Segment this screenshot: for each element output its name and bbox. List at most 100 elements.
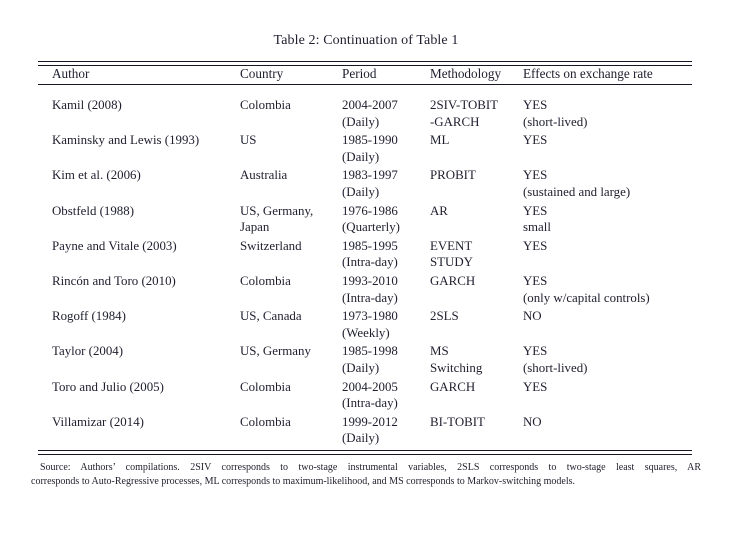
- cell-country: Colombia: [240, 97, 342, 132]
- cell-author: Kim et al. (2006): [38, 167, 240, 202]
- table-row: Obstfeld (1988) US, Germany, Japan 1976-198…: [38, 203, 692, 238]
- cell-line: Villamizar (2014): [52, 414, 144, 429]
- cell-line: 2SIV-TOBIT: [430, 98, 499, 112]
- cell-country: Colombia: [240, 273, 342, 308]
- cell-line: US, Canada: [240, 309, 302, 324]
- cell-period: 2004-2005 (Intra-day): [342, 379, 430, 414]
- cell-author: Taylor (2004): [38, 343, 240, 378]
- cell-line: GARCH: [430, 379, 476, 394]
- table-row: Kaminsky and Lewis (1993) US 1985-1990 (Dai…: [38, 132, 692, 167]
- footnote-line: Source: Authors’ compilations. 2SIV corr…: [40, 462, 701, 473]
- cell-country: US, Germany, Japan: [240, 203, 342, 238]
- cell-author: Obstfeld (1988): [38, 203, 240, 238]
- cell-line: EVENT: [430, 238, 473, 253]
- cell-line: 1985-1995: [342, 238, 398, 253]
- cell-line: Colombia: [240, 98, 291, 112]
- cell-line: Toro and Julio (2005): [52, 379, 164, 394]
- cell-effects: YES (short-lived): [523, 97, 692, 132]
- cell-methodology: 2SLS: [430, 308, 523, 343]
- cell-line: Kim et al. (2006): [52, 168, 141, 183]
- cell-country: US, Germany: [240, 343, 342, 378]
- cell-effects: YES (short-lived): [523, 343, 692, 378]
- cell-line: Rincón and Toro (2010): [52, 273, 176, 288]
- cell-line: 1985-1990: [342, 133, 398, 148]
- cell-line: Japan: [240, 220, 270, 235]
- cell-line: 1976-1986: [342, 203, 398, 218]
- cell-period: 2004-2007 (Daily): [342, 97, 430, 132]
- cell-line: 1973-1980: [342, 309, 398, 324]
- cell-methodology: BI-TOBIT: [430, 414, 523, 449]
- cell-line: (Daily): [342, 149, 380, 164]
- cell-line: YES: [523, 344, 548, 359]
- cell-line: AR: [430, 203, 448, 218]
- cell-line: NO: [523, 309, 542, 324]
- table-bottom-double-rule: [38, 450, 692, 455]
- cell-line: STUDY: [430, 255, 473, 270]
- cell-methodology: EVENT STUDY: [430, 238, 523, 273]
- footnote-line: corresponds to Auto-Regressive processes…: [31, 475, 575, 487]
- cell-author: Kaminsky and Lewis (1993): [38, 132, 240, 167]
- table-row: Payne and Vitale (2003) Switzerland 1985-1…: [38, 238, 692, 273]
- table-caption: Table 2: Continuation of Table 1: [273, 33, 459, 48]
- cell-period: 1993-2010 (Intra-day): [342, 273, 430, 308]
- cell-author: Rogoff (1984): [38, 308, 240, 343]
- cell-line: YES: [523, 98, 548, 112]
- cell-country: US, Canada: [240, 308, 342, 343]
- cell-line: 1985-1998: [342, 344, 398, 359]
- cell-country: US: [240, 132, 342, 167]
- cell-country: Colombia: [240, 379, 342, 414]
- cell-effects: YES (sustained and large): [523, 167, 692, 202]
- cell-period: 1983-1997 (Daily): [342, 167, 430, 202]
- cell-methodology: PROBIT: [430, 167, 523, 202]
- cell-period: 1973-1980 (Weekly): [342, 308, 430, 343]
- cell-line: Australia: [240, 168, 288, 183]
- cell-line: YES: [523, 168, 548, 183]
- cell-methodology: ML: [430, 132, 523, 167]
- cell-line: -GARCH: [430, 114, 480, 129]
- cell-line: (Daily): [342, 184, 380, 199]
- table-row: Villamizar (2014) Colombia 1999-2012 (Daily…: [38, 414, 692, 449]
- table-header-row: Author Country Period Methodology Effect…: [38, 66, 692, 82]
- column-header-effects: Effects on exchange rate: [523, 66, 653, 81]
- cell-line: 2004-2005: [342, 379, 398, 394]
- header-separator-rule: [38, 84, 692, 85]
- cell-methodology: MS Switching: [430, 343, 523, 378]
- cell-line: (Intra-day): [342, 290, 398, 305]
- cell-line: Colombia: [240, 273, 291, 288]
- table-row: Taylor (2004) US, Germany 1985-1998 (Daily)…: [38, 343, 692, 378]
- cell-line: (Quarterly): [342, 220, 400, 235]
- cell-effects: NO: [523, 414, 692, 449]
- cell-line: YES: [523, 379, 548, 394]
- cell-line: Taylor (2004): [52, 344, 124, 359]
- cell-line: US, Germany: [240, 344, 311, 359]
- column-header-period: Period: [342, 66, 377, 81]
- cell-methodology: GARCH: [430, 273, 523, 308]
- cell-line: (Weekly): [342, 325, 390, 340]
- cell-line: 1983-1997: [342, 168, 398, 183]
- cell-period: 1985-1995 (Intra-day): [342, 238, 430, 273]
- cell-methodology: 2SIV-TOBIT -GARCH: [430, 97, 523, 132]
- cell-line: YES: [523, 238, 548, 253]
- cell-line: US, Germany,: [240, 203, 314, 218]
- cell-line: 2SLS: [430, 309, 459, 324]
- cell-line: Colombia: [240, 379, 291, 394]
- cell-line: ML: [430, 133, 450, 148]
- cell-line: (Daily): [342, 431, 380, 446]
- cell-line: 2004-2007: [342, 98, 398, 112]
- cell-line: PROBIT: [430, 168, 476, 183]
- column-header-methodology: Methodology: [430, 66, 502, 81]
- cell-line: YES: [523, 133, 548, 148]
- cell-author: Rincón and Toro (2010): [38, 273, 240, 308]
- cell-effects: YES: [523, 132, 692, 167]
- cell-line: (Intra-day): [342, 396, 398, 411]
- cell-methodology: GARCH: [430, 379, 523, 414]
- cell-line: YES: [523, 203, 548, 218]
- table-row: Rincón and Toro (2010) Colombia 1993-2010 (…: [38, 273, 692, 308]
- cell-country: Colombia: [240, 414, 342, 449]
- cell-line: BI-TOBIT: [430, 414, 485, 429]
- cell-period: 1985-1990 (Daily): [342, 132, 430, 167]
- cell-line: Kamil (2008): [52, 98, 122, 112]
- cell-line: 1993-2010: [342, 273, 398, 288]
- cell-period: 1999-2012 (Daily): [342, 414, 430, 449]
